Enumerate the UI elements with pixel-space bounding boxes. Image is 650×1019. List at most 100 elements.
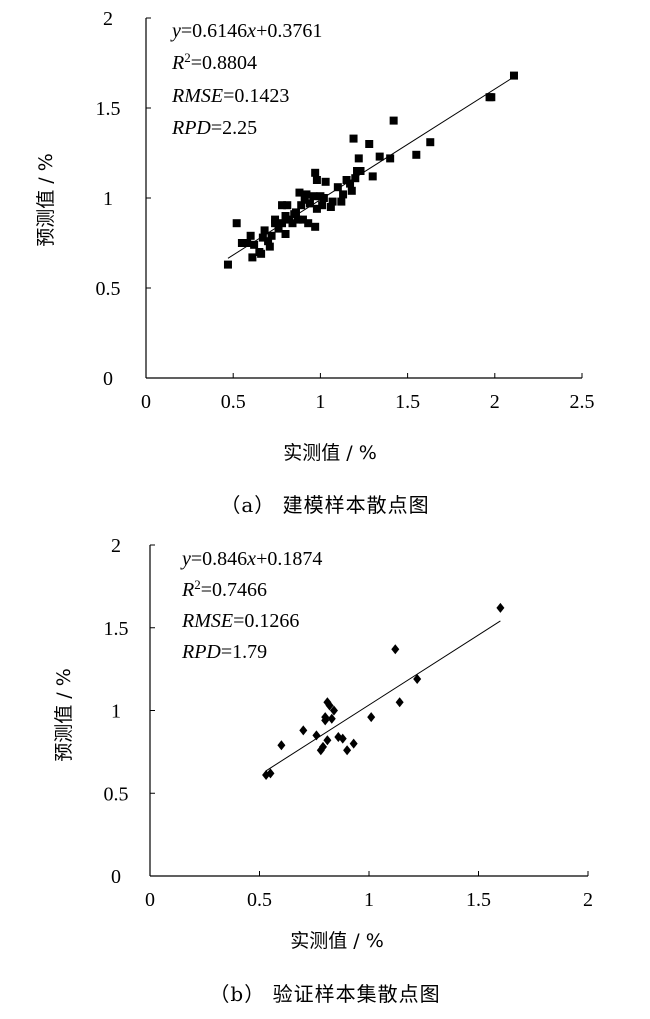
- rmse-b: RMSE=0.1266: [181, 610, 299, 632]
- data-point: [278, 201, 287, 210]
- x-tick-label: 1.5: [395, 391, 420, 413]
- data-point: [311, 222, 320, 231]
- y-tick-label: 0.5: [96, 278, 121, 300]
- panel-b: 0 0.5 1 1.5 2 0 0.5 1 1.5 2 y=0.846x+0.1874 R2=0.…: [53, 535, 593, 1006]
- y-tick-label: 0: [111, 866, 121, 888]
- data-point: [365, 140, 374, 148]
- data-point: [297, 201, 306, 210]
- data-point: [291, 208, 300, 217]
- data-point: [347, 186, 356, 195]
- data-point: [305, 199, 314, 208]
- y-tick-label: 1.5: [104, 618, 129, 640]
- data-point: [248, 253, 257, 262]
- data-point: [349, 134, 358, 143]
- data-point: [274, 224, 283, 233]
- data-point: [309, 192, 318, 201]
- x-tick-label: 2.5: [570, 391, 595, 413]
- x-tick-label: 2: [490, 391, 500, 413]
- x-tick-label: 0: [145, 889, 155, 911]
- data-point: [277, 740, 286, 751]
- rpd-a: RPD=2.25: [171, 117, 257, 139]
- data-point: [333, 183, 342, 192]
- y-axis-label-b: 预测值 / %: [53, 668, 75, 762]
- x-tick-label: 1.5: [466, 889, 491, 911]
- rmse-a: RMSE=0.1423: [171, 85, 289, 107]
- data-point: [302, 190, 311, 199]
- data-point: [326, 203, 335, 211]
- data-point: [343, 745, 352, 756]
- data-point: [265, 242, 274, 251]
- data-point: [283, 201, 292, 210]
- data-point: [223, 260, 232, 269]
- data-point: [304, 219, 313, 228]
- y-tick-label: 1.5: [96, 98, 121, 120]
- data-point: [412, 150, 421, 159]
- data-point: [321, 712, 330, 723]
- data-point: [323, 735, 332, 746]
- data-point: [329, 705, 338, 716]
- data-point: [328, 197, 337, 206]
- data-point: [281, 230, 290, 238]
- data-point: [391, 644, 400, 655]
- data-point: [509, 71, 518, 80]
- data-point: [337, 197, 346, 206]
- data-point: [356, 167, 365, 175]
- data-point: [264, 237, 273, 246]
- y-tick-label: 1: [103, 188, 113, 210]
- x-tick-label: 0.5: [221, 391, 246, 413]
- data-point: [389, 116, 398, 125]
- y-tick-label: 2: [103, 8, 113, 30]
- data-point: [300, 195, 309, 204]
- data-point: [413, 674, 422, 685]
- y-tick-label: 0.5: [104, 783, 129, 805]
- data-point: [278, 219, 287, 228]
- data-point: [426, 138, 435, 147]
- data-point: [375, 152, 384, 161]
- data-point: [312, 204, 321, 213]
- equation-b: y=0.846x+0.1874: [180, 548, 322, 570]
- data-point: [368, 172, 377, 181]
- data-point: [257, 249, 266, 258]
- data-point: [367, 712, 376, 723]
- equation-a: y=0.6146x+0.3761: [170, 20, 322, 42]
- y-tick-label: 0: [103, 368, 113, 390]
- r2-a: R2=0.8804: [171, 50, 257, 75]
- x-tick-label: 0: [141, 391, 151, 413]
- data-point: [232, 219, 241, 228]
- data-point: [339, 190, 348, 199]
- data-point: [246, 231, 255, 240]
- data-point: [311, 168, 320, 177]
- data-point: [487, 93, 496, 102]
- data-point: [395, 697, 404, 708]
- data-point: [312, 730, 321, 741]
- x-tick-label: 2: [583, 889, 593, 911]
- data-point: [319, 741, 328, 752]
- data-point: [267, 231, 276, 240]
- data-point: [321, 177, 330, 186]
- data-point: [298, 215, 307, 224]
- data-point: [318, 201, 327, 210]
- caption-a: （a） 建模样本散点图: [220, 493, 429, 517]
- data-point: [250, 240, 259, 249]
- data-point: [258, 233, 267, 242]
- x-tick-label: 1: [364, 889, 374, 911]
- data-point: [237, 239, 246, 247]
- data-point: [386, 154, 395, 163]
- data-point: [496, 602, 505, 613]
- panel-a: 0 0.5 1 1.5 2 2.5 0 0.5 1 1.5 2 y=0.6146x+0.3761 R…: [35, 8, 595, 517]
- data-point: [288, 219, 297, 228]
- data-point: [312, 176, 321, 184]
- data-point: [346, 179, 355, 188]
- data-point: [327, 713, 336, 724]
- x-tick-label: 0.5: [247, 889, 272, 911]
- data-point: [260, 226, 269, 235]
- data-point: [243, 239, 252, 247]
- data-point: [351, 174, 360, 183]
- rpd-b: RPD=1.79: [181, 641, 267, 663]
- x-axis-label-b: 实测值 / %: [290, 930, 384, 952]
- data-point: [354, 154, 363, 163]
- fit-line-b: [265, 620, 501, 772]
- data-point: [295, 188, 304, 197]
- data-point: [271, 215, 280, 224]
